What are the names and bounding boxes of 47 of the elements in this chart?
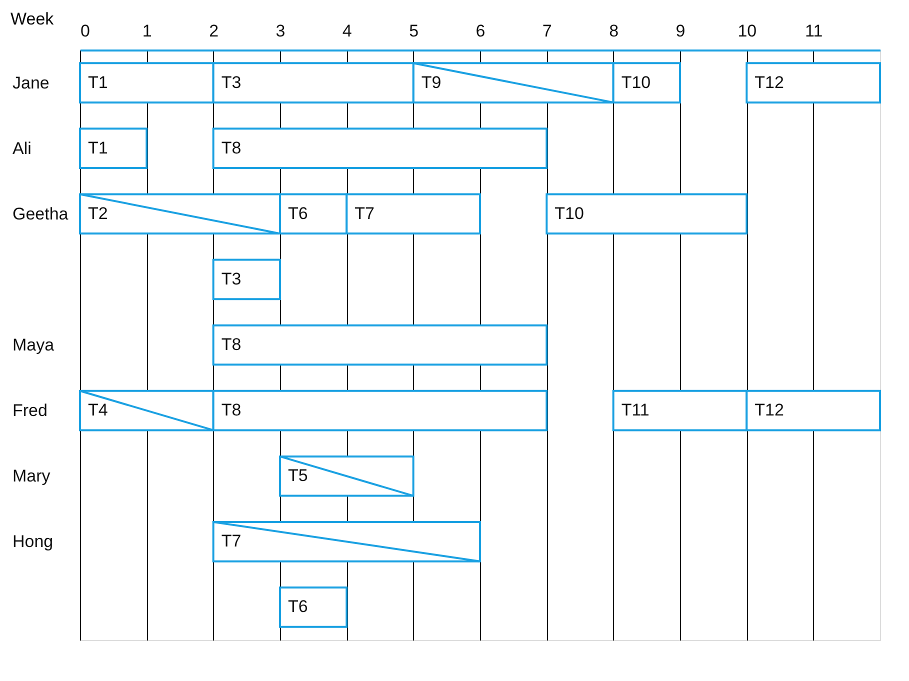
data-label: T7	[354, 204, 375, 223]
y-tick-label: Ali	[12, 138, 32, 158]
data-label: T3	[221, 269, 242, 288]
data-label: T11	[621, 400, 650, 420]
y-tick-label: Jane	[12, 73, 50, 92]
data-label: T8	[221, 138, 242, 158]
data-label: T6	[288, 597, 308, 616]
data-label: T8	[221, 335, 242, 354]
x-tick-label: 0	[80, 22, 90, 40]
x-tick-label: 4	[342, 22, 352, 40]
x-tick-label: 10	[738, 22, 757, 40]
data-label: T4	[88, 400, 108, 420]
data-label: T12	[754, 400, 784, 420]
data-label: T10	[554, 204, 584, 223]
data-label: T7	[221, 532, 242, 551]
data-label: T6	[288, 204, 308, 223]
y-tick-label: Fred	[12, 401, 48, 420]
y-tick-label: Maya	[12, 336, 55, 354]
data-label: T12	[754, 72, 784, 92]
x-tick-label: 2	[209, 22, 219, 40]
x-tick-label: 8	[609, 22, 619, 40]
bar	[546, 193, 748, 235]
bar	[212, 258, 281, 300]
y-tick-label: Geetha	[12, 204, 69, 224]
data-label: T2	[88, 204, 108, 223]
x-tick-label: 7	[542, 22, 552, 40]
x-tick-label: 6	[476, 22, 486, 40]
data-label: T10	[621, 72, 651, 92]
bar	[212, 128, 548, 169]
data-label: T3	[221, 72, 242, 92]
x-tick-label: 9	[676, 22, 686, 40]
data-label: T9	[421, 72, 442, 92]
bar	[746, 62, 881, 104]
data-label: T1	[88, 72, 108, 92]
data-label: T8	[221, 400, 242, 420]
bar	[279, 586, 348, 628]
y-tick-label: Mary	[12, 466, 51, 486]
x-tick-label: 11	[805, 22, 823, 40]
x-tick-label: 5	[409, 22, 419, 40]
x-tick-label: 3	[276, 22, 286, 40]
data-label: T1	[88, 138, 108, 158]
data-label: T5	[288, 466, 308, 486]
y-tick-label: Hong	[12, 532, 54, 552]
bar	[212, 324, 548, 366]
x-axis-title: Week	[10, 10, 54, 28]
bar	[79, 128, 148, 169]
x-tick-label: 1	[142, 22, 152, 40]
